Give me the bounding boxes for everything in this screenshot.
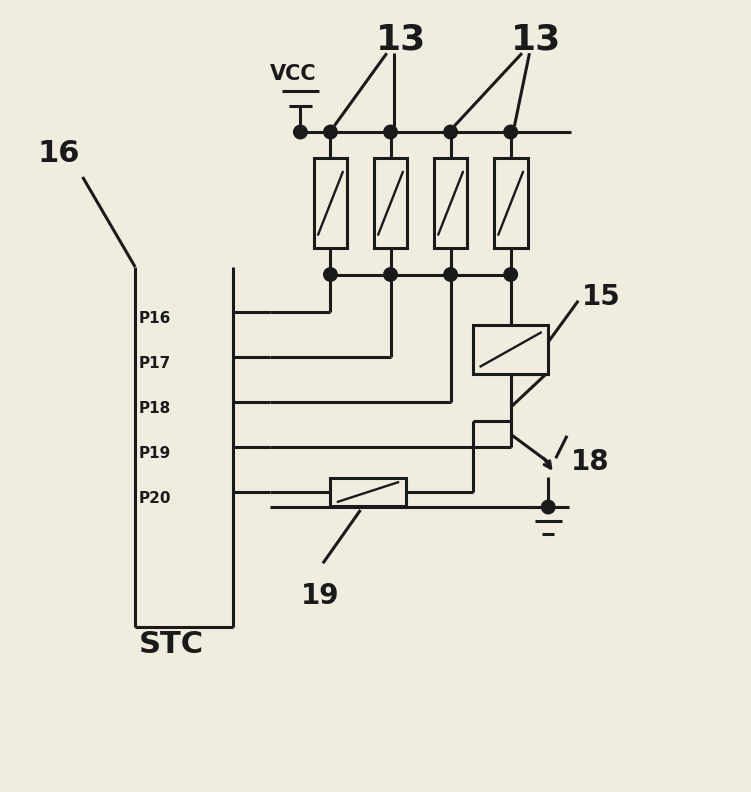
Text: 16: 16 [38, 139, 80, 168]
Bar [330, 478, 406, 506]
Circle shape [444, 268, 457, 281]
Bar [434, 158, 468, 248]
Circle shape [384, 268, 397, 281]
Text: 15: 15 [582, 283, 621, 310]
Circle shape [541, 501, 555, 514]
Circle shape [504, 268, 517, 281]
Text: VCC: VCC [270, 63, 317, 83]
Circle shape [294, 125, 307, 139]
Circle shape [384, 125, 397, 139]
Text: STC: STC [139, 630, 204, 659]
Bar [473, 326, 548, 374]
Bar [314, 158, 348, 248]
Text: P19: P19 [139, 445, 171, 460]
Bar [494, 158, 528, 248]
Text: P16: P16 [139, 310, 171, 326]
Text: 18: 18 [571, 447, 609, 475]
Text: P17: P17 [139, 356, 171, 371]
Text: 13: 13 [376, 22, 426, 56]
Text: 19: 19 [300, 582, 339, 611]
Circle shape [324, 268, 337, 281]
Circle shape [324, 125, 337, 139]
Text: 13: 13 [511, 22, 561, 56]
Text: P18: P18 [139, 401, 171, 416]
Circle shape [504, 125, 517, 139]
Text: P20: P20 [139, 490, 171, 505]
Bar [374, 158, 408, 248]
Circle shape [444, 125, 457, 139]
